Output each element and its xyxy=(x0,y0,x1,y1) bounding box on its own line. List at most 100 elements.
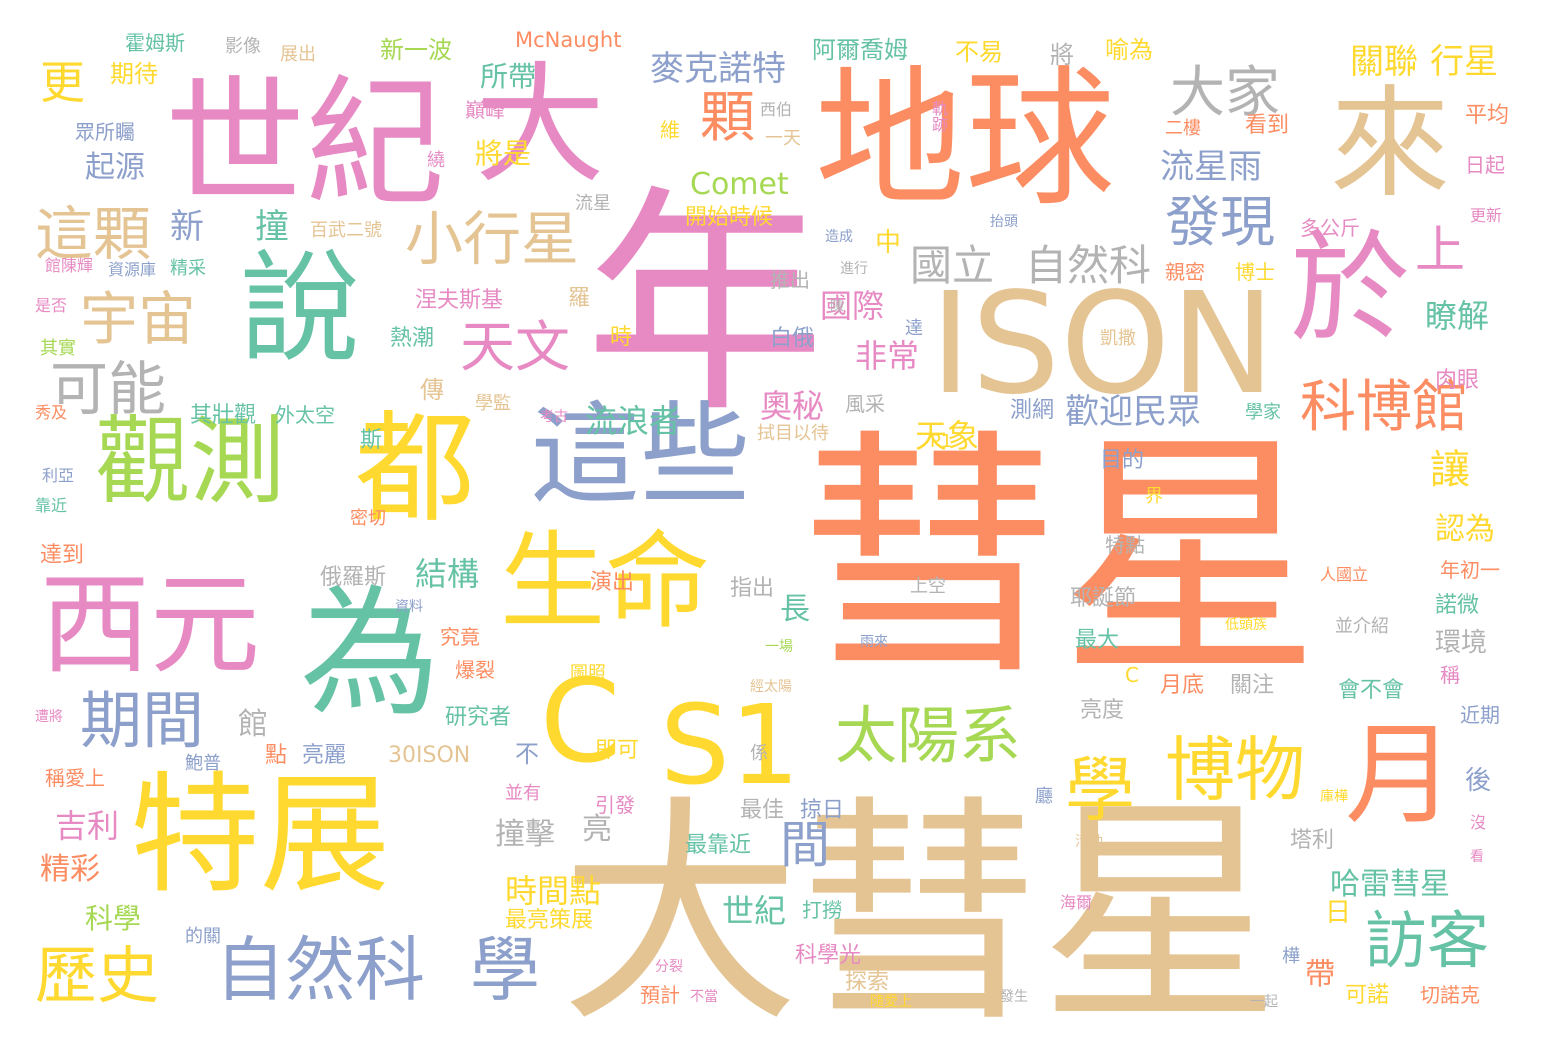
word-191: 低頭族 xyxy=(1225,617,1267,633)
word-19: 月 xyxy=(1345,711,1455,839)
word-147: 關注 xyxy=(1230,673,1275,698)
word-68: 長 xyxy=(780,592,810,627)
word-128: 界 xyxy=(1145,486,1163,507)
word-117: 傳 xyxy=(420,376,444,404)
word-165: 最亮策展 xyxy=(505,908,594,933)
word-200: 隨愛上 xyxy=(870,994,912,1010)
word-28: 小行星 xyxy=(405,205,580,273)
word-135: 耶誕節 xyxy=(1070,586,1137,611)
word-78: 新一波 xyxy=(380,36,452,64)
word-89: 二樓 xyxy=(1165,118,1201,139)
word-64: 撞擊 xyxy=(495,817,555,852)
word-179: 軌跡 xyxy=(929,100,948,132)
word-184: 陳 xyxy=(830,299,844,315)
word-120: 測網 xyxy=(1010,398,1055,423)
word-99: 博士 xyxy=(1235,260,1275,284)
word-111: 達 xyxy=(905,318,923,339)
word-67: 日 xyxy=(1325,898,1352,928)
word-176: 鮑普 xyxy=(185,753,221,774)
word-60: 世紀 xyxy=(722,892,787,930)
word-5: 大 xyxy=(475,49,606,201)
word-112: 凱撒 xyxy=(1100,328,1136,349)
word-79: 阿爾喬姆 xyxy=(812,36,908,64)
word-15: 為 xyxy=(300,573,441,736)
word-152: 亮麗 xyxy=(302,743,347,768)
word-27: 訪客 xyxy=(1365,904,1490,977)
word-138: 究竟 xyxy=(440,625,480,649)
word-122: 斯 xyxy=(360,428,383,453)
word-175: 係 xyxy=(750,743,768,764)
word-136: 人國立 xyxy=(1320,565,1369,584)
word-69: Comet xyxy=(690,167,789,202)
word-33: 顆 xyxy=(700,85,756,149)
word-65: 亮 xyxy=(582,812,612,847)
word-58: 哈雷彗星 xyxy=(1330,867,1450,902)
word-20: 自然科 xyxy=(215,929,425,1011)
word-6: ISON xyxy=(930,263,1276,426)
word-94: 百武二號 xyxy=(310,220,382,241)
word-104: 涅夫斯基 xyxy=(415,288,504,313)
word-168: 探索 xyxy=(845,970,890,995)
word-98: 親密 xyxy=(1165,260,1205,284)
word-56: 瞭解 xyxy=(1425,297,1490,335)
word-145: 圖照 xyxy=(570,663,606,684)
word-182: 造成 xyxy=(825,229,853,245)
word-7: 來 xyxy=(1330,75,1450,214)
word-159: 並有 xyxy=(505,783,541,804)
word-36: 上 xyxy=(1415,221,1465,279)
word-41: 間 xyxy=(780,816,830,874)
word-146: 月底 xyxy=(1160,673,1205,698)
word-177: 廳 xyxy=(1035,786,1053,807)
word-118: 學監 xyxy=(475,393,511,414)
word-97: 更新 xyxy=(1470,206,1503,225)
word-105: 羅 xyxy=(568,286,591,311)
word-102: 精采 xyxy=(170,258,206,279)
word-153: 30ISON xyxy=(388,743,471,768)
word-43: 麥克諾特 xyxy=(650,49,786,89)
word-93: 開始時候 xyxy=(685,205,774,230)
word-187: 利亞 xyxy=(42,466,75,485)
word-90: 看到 xyxy=(1245,113,1290,138)
word-62: 精彩 xyxy=(40,852,100,887)
word-178: C xyxy=(1125,663,1139,687)
word-127: 密切 xyxy=(350,508,386,529)
word-172: 的關 xyxy=(185,926,221,947)
word-39: 國立 xyxy=(910,241,995,290)
word-109: 時 xyxy=(610,325,633,350)
word-108: 熱潮 xyxy=(390,326,435,351)
word-129: 特點 xyxy=(1105,533,1145,557)
word-183: 進行 xyxy=(840,261,868,277)
word-76: 影像 xyxy=(225,36,261,57)
word-149: 近期 xyxy=(1460,703,1500,727)
word-162: 掠日 xyxy=(800,798,845,823)
word-70: 所帶 xyxy=(480,60,537,93)
word-24: 太陽系 xyxy=(835,699,1022,772)
word-148: 會不會 xyxy=(1338,678,1405,703)
word-123: 拭目以待 xyxy=(757,423,829,444)
word-23: 博物 xyxy=(1165,729,1305,811)
word-91: 平均 xyxy=(1465,103,1510,128)
word-14: 西元 xyxy=(40,561,260,689)
word-48: 新 xyxy=(170,207,204,247)
word-52: 奧秘 xyxy=(760,387,825,425)
word-193: 活動 xyxy=(1075,834,1103,850)
word-142: 環境 xyxy=(1435,628,1488,658)
word-163: 塔利 xyxy=(1290,828,1335,853)
word-155: 即可 xyxy=(595,738,640,763)
word-194: 海爾 xyxy=(1060,893,1093,912)
word-59: 時間點 xyxy=(505,872,602,910)
word-4: 世紀 xyxy=(165,63,446,226)
word-185: 考古 xyxy=(540,409,568,425)
word-115: 其壯觀 xyxy=(190,403,257,428)
word-160: 引發 xyxy=(595,793,635,817)
word-198: 分裂 xyxy=(655,959,683,975)
word-13: 這些 xyxy=(530,391,750,519)
word-107: 其實 xyxy=(40,338,76,359)
word-77: 展出 xyxy=(280,44,316,65)
word-96: 多公斤 xyxy=(1300,216,1360,240)
word-0: 彗星 xyxy=(800,409,1320,711)
word-50: 國際 xyxy=(820,287,885,325)
word-17: C xyxy=(540,655,621,789)
word-21: 學 xyxy=(470,929,540,1011)
word-150: 研究者 xyxy=(445,705,512,730)
